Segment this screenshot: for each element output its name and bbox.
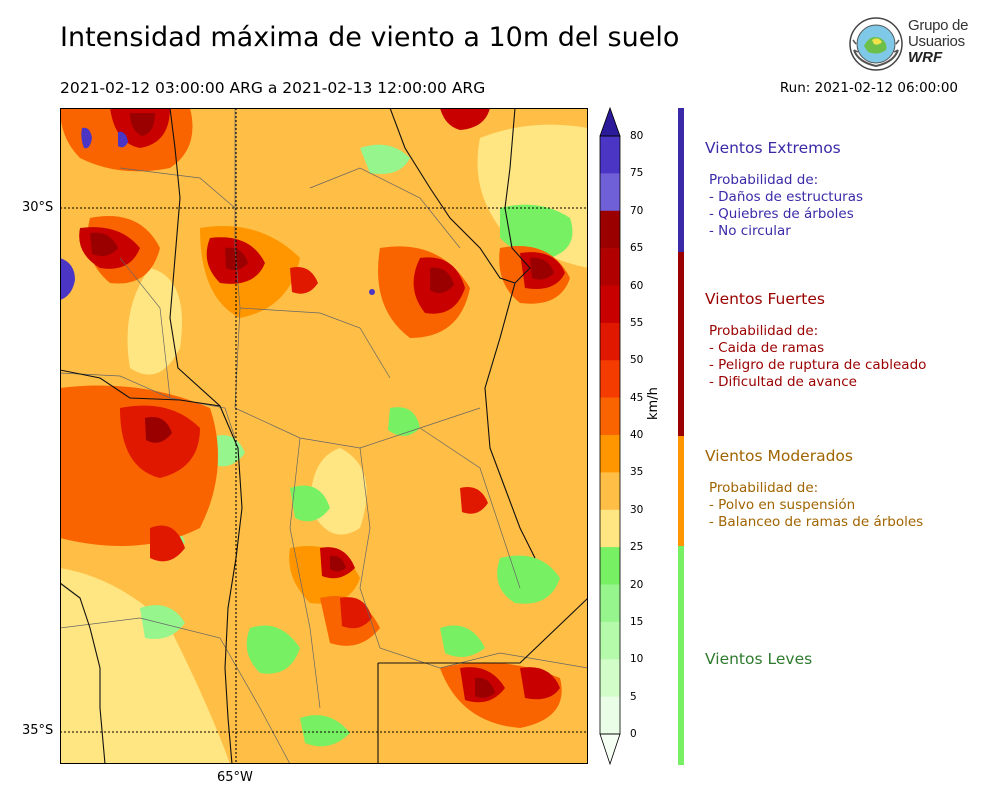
- gruwrf-logo: Grupo de Usuarios WRF: [848, 16, 973, 72]
- colorbar-tick-label: 60: [630, 279, 644, 292]
- colorbar-tick-label: 10: [630, 653, 644, 666]
- logo-line-2: Usuarios: [908, 33, 965, 50]
- colorbar-tick-label: 80: [630, 130, 644, 142]
- colorbar-segment: [600, 547, 620, 585]
- colorbar-segment: [600, 509, 620, 548]
- colorbar-tick-label: 45: [630, 391, 644, 404]
- colorbar-tick-label: 70: [630, 204, 644, 217]
- legend-category-title: Vientos Moderados: [705, 447, 853, 465]
- logo-line-3: WRF: [908, 49, 943, 66]
- legend-category-description: Probabilidad de: - Daños de estructuras - …: [709, 172, 863, 240]
- colorbar-segment: [600, 472, 620, 511]
- legend-category-title: Vientos Fuertes: [705, 290, 825, 308]
- colorbar-tick-label: 50: [630, 354, 644, 367]
- colorbar-tick-label: 20: [630, 578, 644, 591]
- legend-description-line: - Daños de estructuras: [709, 189, 864, 205]
- legend-description-line: Probabilidad de:: [709, 172, 819, 188]
- chart-title: Intensidad máxima de viento a 10m del su…: [60, 22, 680, 53]
- colorbar-segment: [600, 136, 620, 174]
- model-run: Run: 2021-02-12 06:00:00: [779, 80, 958, 96]
- legend-bar: [678, 252, 684, 436]
- colorbar-tick-label: 30: [630, 503, 644, 516]
- colorbar-segment: [600, 360, 620, 398]
- legend-category-description: Probabilidad de: - Polvo en suspensión - B…: [709, 480, 923, 531]
- colorbar-segment: [600, 435, 620, 473]
- colorbar-tick-label: 55: [630, 316, 644, 329]
- colorbar-tick-label: 75: [630, 167, 644, 180]
- legend-description-line: - Dificultad de avance: [709, 374, 857, 390]
- lon-label-65w: 65°W: [217, 770, 253, 785]
- colorbar-segment: [600, 210, 620, 249]
- colorbar-segment: [600, 173, 620, 212]
- colorbar-tick-label: 0: [630, 728, 637, 740]
- colorbar-tick-label: 15: [630, 615, 644, 628]
- colorbar-segments: [600, 136, 620, 735]
- colorbar-tick-label: 40: [630, 429, 644, 441]
- logo-line-1: Grupo de: [908, 17, 969, 34]
- colorbar-segment: [600, 584, 620, 623]
- logo-seal-icon: [849, 17, 903, 71]
- colorbar-segment: [600, 659, 620, 697]
- legend-description-line: Probabilidad de:: [709, 480, 819, 496]
- colorbar-segment: [600, 621, 620, 660]
- forecast-period: 2021-02-12 03:00:00 ARG a 2021-02-13 12:…: [60, 79, 486, 97]
- wind-map: [60, 108, 588, 764]
- colorbar-segment: [600, 322, 620, 361]
- colorbar: [599, 106, 621, 766]
- legend-bar: [678, 546, 684, 765]
- colorbar-unit: km/h: [646, 387, 661, 420]
- colorbar-tick-label: 5: [630, 690, 637, 703]
- colorbar-tick-label: 25: [630, 541, 644, 554]
- colorbar-segment: [600, 248, 620, 286]
- colorbar-segment: [600, 285, 620, 324]
- legend-description-line: - No circular: [709, 223, 791, 239]
- legend-description-line: - Caida de ramas: [709, 340, 825, 356]
- colorbar-segment: [600, 397, 620, 436]
- legend-description-line: - Balanceo de ramas de árboles: [709, 514, 924, 530]
- lat-label-30s: 30°S: [22, 200, 54, 215]
- legend-description-line: - Polvo en suspensión: [709, 497, 856, 513]
- legend-description-line: - Quiebres de árboles: [709, 206, 854, 222]
- legend-category-description: Probabilidad de: - Caida de ramas - Peligr…: [709, 323, 926, 391]
- legend-description-line: - Peligro de ruptura de cableado: [709, 357, 927, 373]
- lat-label-35s: 35°S: [22, 723, 54, 738]
- legend-bar: [678, 436, 684, 546]
- colorbar-segment: [600, 696, 620, 735]
- legend-category-title: Vientos Extremos: [705, 139, 841, 157]
- colorbar-tick-label: 35: [630, 466, 644, 479]
- legend-bar: [678, 108, 684, 252]
- legend-description-line: Probabilidad de:: [709, 323, 819, 339]
- colorbar-tick-label: 65: [630, 242, 644, 255]
- legend-category-title: Vientos Leves: [705, 650, 813, 668]
